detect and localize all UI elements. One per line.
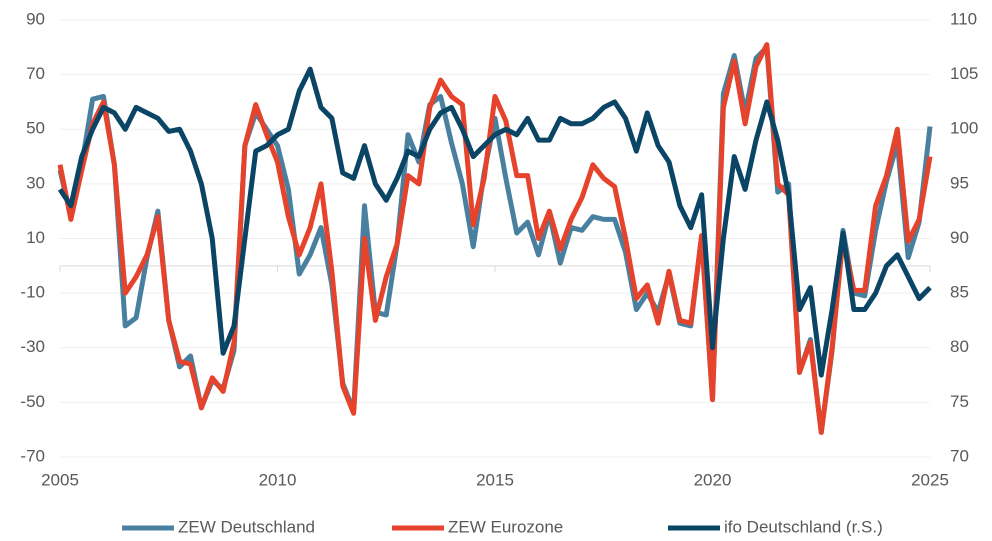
x-tick-label: 2015 (476, 470, 514, 489)
series-line (57, 42, 933, 435)
y2-tick-label: 105 (950, 64, 978, 83)
y-tick-label: 30 (26, 173, 45, 192)
y-tick-label: -70 (20, 446, 45, 465)
legend-label: ZEW Eurozone (448, 517, 563, 536)
y2-tick-label: 100 (950, 119, 978, 138)
y-tick-label: -50 (20, 392, 45, 411)
x-tick-label: 2005 (41, 470, 79, 489)
y2-tick-label: 90 (950, 228, 969, 247)
legend-label: ifo Deutschland (r.S.) (724, 517, 883, 536)
y2-tick-label: 80 (950, 337, 969, 356)
y-tick-label: 10 (26, 228, 45, 247)
y-tick-label: 50 (26, 119, 45, 138)
x-tick-label: 2025 (911, 470, 949, 489)
y-tick-label: 90 (26, 9, 45, 28)
legend-label: ZEW Deutschland (178, 517, 315, 536)
y2-tick-label: 70 (950, 446, 969, 465)
y2-tick-label: 85 (950, 283, 969, 302)
x-tick-label: 2020 (694, 470, 732, 489)
y-tick-label: -30 (20, 337, 45, 356)
series-line (57, 66, 932, 378)
y2-tick-label: 75 (950, 392, 969, 411)
y-tick-label: 70 (26, 64, 45, 83)
x-tick-label: 2010 (259, 470, 297, 489)
y-tick-label: -10 (20, 283, 45, 302)
y2-tick-label: 95 (950, 173, 969, 192)
y2-tick-label: 110 (950, 9, 977, 28)
